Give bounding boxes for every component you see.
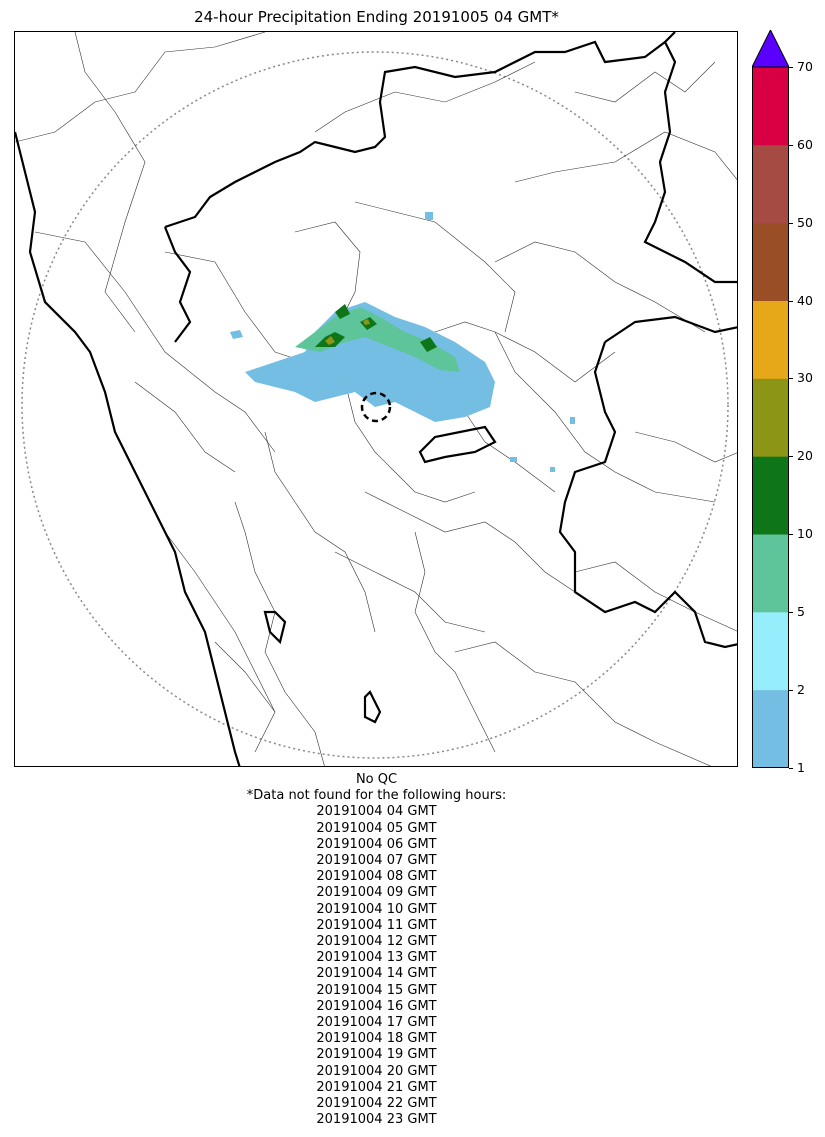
state-boundaries — [15, 32, 737, 766]
missing-hour-item: 20191004 06 GMT — [316, 836, 437, 852]
colorbar-segment — [752, 456, 789, 535]
missing-hour-item: 20191004 22 GMT — [316, 1096, 437, 1112]
missing-hour-item: 20191004 19 GMT — [316, 1047, 437, 1063]
missing-hour-item: 20191004 13 GMT — [316, 950, 437, 966]
missing-hour-item: 20191004 17 GMT — [316, 1015, 437, 1031]
colorbar-segment — [752, 378, 789, 457]
colorbar-tick-label: 20 — [797, 448, 813, 464]
colorbar-tick-label: 70 — [797, 59, 813, 74]
colorbar-segment — [752, 534, 789, 613]
missing-hour-item: 20191004 20 GMT — [316, 1063, 437, 1079]
radar-site-marker — [360, 391, 392, 423]
map-canvas — [15, 32, 737, 766]
missing-hour-item: 20191004 09 GMT — [316, 885, 437, 901]
colorbar-tick-mark — [789, 689, 793, 691]
qc-label: No QC — [355, 772, 398, 787]
missing-hour-item: 20191004 10 GMT — [316, 901, 437, 917]
missing-hours-list: 20191004 04 GMT 20191004 05 GMT 20191004 0… — [14, 804, 739, 1128]
colorbar-tick-label: 5 — [797, 603, 805, 619]
missing-data-header: *Data not found for the following hours: — [246, 788, 507, 804]
missing-hour-item: 20191004 07 GMT — [316, 853, 437, 869]
precipitation-cells — [230, 212, 575, 472]
colorbar-tick-label: 2 — [797, 681, 805, 697]
extreme-rain-cells — [325, 319, 370, 345]
radar-range-ring — [21, 51, 729, 759]
missing-hour-item: 20191004 14 GMT — [316, 966, 437, 982]
missing-hour-item: 20191004 11 GMT — [316, 917, 437, 933]
missing-hour-item: 20191004 12 GMT — [316, 934, 437, 950]
chart-title: 24-hour Precipitation Ending 20191005 04… — [194, 8, 559, 26]
missing-hour-item: 20191004 23 GMT — [316, 1112, 437, 1128]
colorbar-tick-mark — [789, 611, 793, 613]
colorbar-tick-label: 50 — [797, 214, 813, 230]
colorbar-tick-mark — [789, 378, 793, 380]
colorbar-tick-label: 60 — [797, 136, 813, 152]
colorbar-tick-label: 1 — [797, 759, 805, 775]
colorbar-tick-label: 10 — [797, 526, 813, 541]
colorbar-tick-mark — [789, 144, 793, 146]
colorbar-segment — [752, 611, 789, 691]
colorbar-tick-mark — [789, 222, 793, 224]
heavy-rain-cells — [315, 304, 437, 352]
precipitation-map — [14, 31, 738, 767]
light-rain-area — [245, 302, 495, 422]
colorbar-segment — [752, 300, 789, 379]
missing-hour-item: 20191004 16 GMT — [316, 998, 437, 1014]
missing-hour-item: 20191004 15 GMT — [316, 982, 437, 998]
missing-hour-item: 20191004 08 GMT — [316, 869, 437, 885]
moderate-rain-area — [295, 307, 460, 372]
data-notes: No QC *Data not found for the following … — [14, 772, 739, 1128]
missing-hour-item: 20191004 05 GMT — [316, 820, 437, 836]
missing-hour-item: 20191004 18 GMT — [316, 1031, 437, 1047]
colorbar-segment — [752, 689, 789, 768]
colorbar-tick-mark — [789, 767, 793, 769]
colorbar-tick-label: 40 — [797, 292, 813, 308]
colorbar-tick-mark — [789, 456, 793, 458]
colorbar-segment — [752, 67, 789, 146]
missing-hour-item: 20191004 21 GMT — [316, 1079, 437, 1095]
missing-hour-item: 20191004 04 GMT — [316, 804, 437, 820]
colorbar-extend-arrow — [752, 30, 789, 68]
colorbar-tick-mark — [789, 67, 793, 68]
colorbar-tick-label: 30 — [797, 370, 813, 386]
colorbar-segment — [752, 222, 789, 301]
colorbar-tick-mark — [789, 300, 793, 302]
colorbar-tick-mark — [789, 534, 793, 535]
precipitation-colorbar — [752, 30, 789, 768]
colorbar-segment — [752, 144, 789, 224]
